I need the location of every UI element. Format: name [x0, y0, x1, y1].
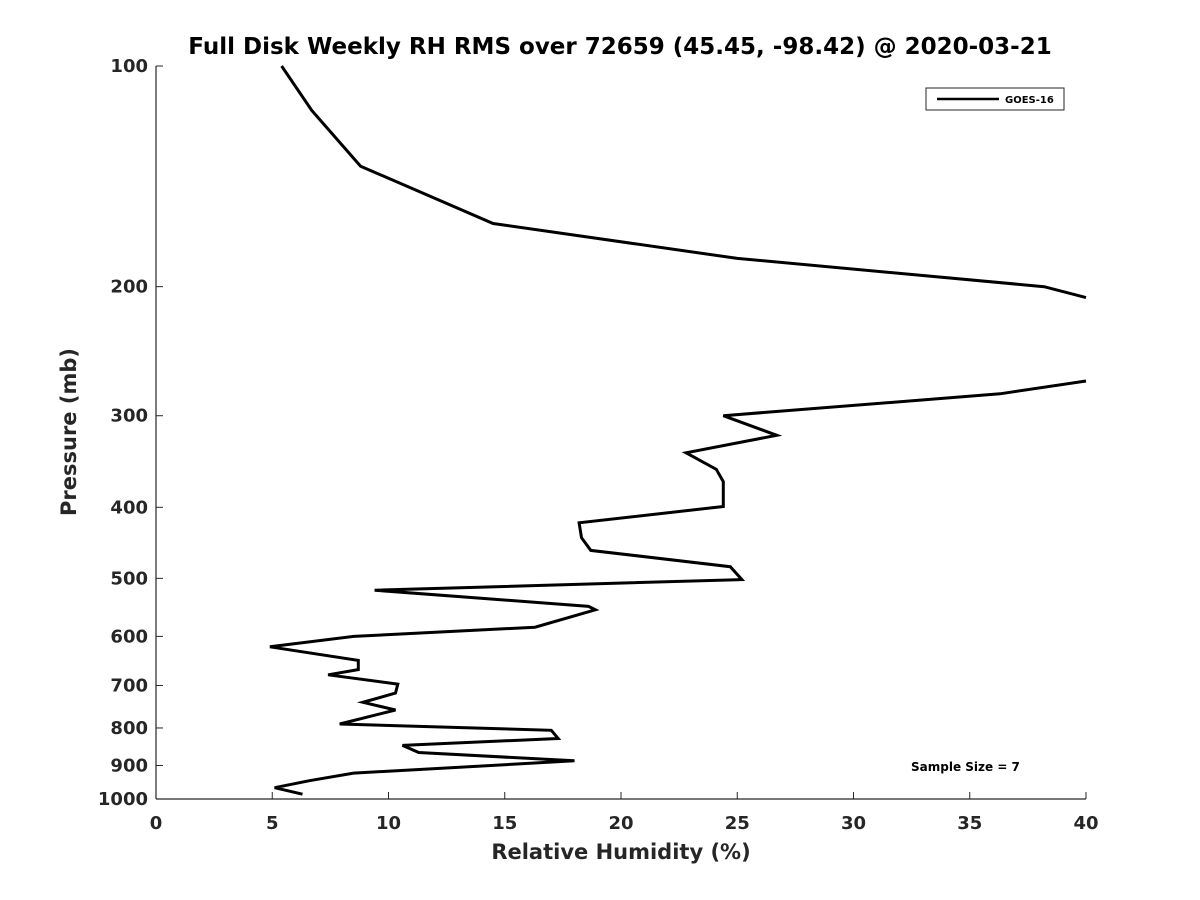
series-line-goes-16 — [269, 379, 1087, 796]
y-tick-label: 900 — [110, 755, 148, 776]
x-tick-label: 25 — [725, 813, 750, 834]
y-tick-label: 500 — [110, 568, 148, 589]
x-axis-label: Relative Humidity (%) — [491, 840, 750, 864]
y-tick-label: 200 — [110, 277, 148, 298]
legend: GOES-16 — [925, 87, 1065, 111]
y-tick-label: 1000 — [98, 789, 148, 810]
y-axis-label: Pressure (mb) — [57, 348, 81, 516]
y-tick-label: 400 — [110, 497, 148, 518]
x-tick-label: 0 — [150, 813, 163, 834]
x-tick-label: 15 — [492, 813, 517, 834]
x-ticks: 0 5 10 15 20 25 30 35 40 — [150, 792, 1099, 834]
sample-size-annotation: Sample Size = 7 — [911, 760, 1020, 774]
x-tick-label: 5 — [266, 813, 279, 834]
y-tick-label: 800 — [110, 718, 148, 739]
x-tick-label: 30 — [841, 813, 866, 834]
x-tick-label: 20 — [608, 813, 633, 834]
x-tick-label: 40 — [1073, 813, 1098, 834]
legend-label-goes-16: GOES-16 — [1005, 95, 1054, 106]
x-tick-label: 10 — [376, 813, 401, 834]
chart-title: Full Disk Weekly RH RMS over 72659 (45.4… — [188, 34, 1051, 60]
y-tick-label: 100 — [110, 56, 148, 77]
x-tick-label: 35 — [957, 813, 982, 834]
y-tick-label: 700 — [110, 675, 148, 696]
series-layer — [269, 65, 1087, 796]
y-tick-label: 300 — [110, 406, 148, 427]
y-ticks: 100 200 300 400 500 600 700 800 900 1000 — [98, 56, 163, 810]
y-tick-label: 600 — [110, 626, 148, 647]
